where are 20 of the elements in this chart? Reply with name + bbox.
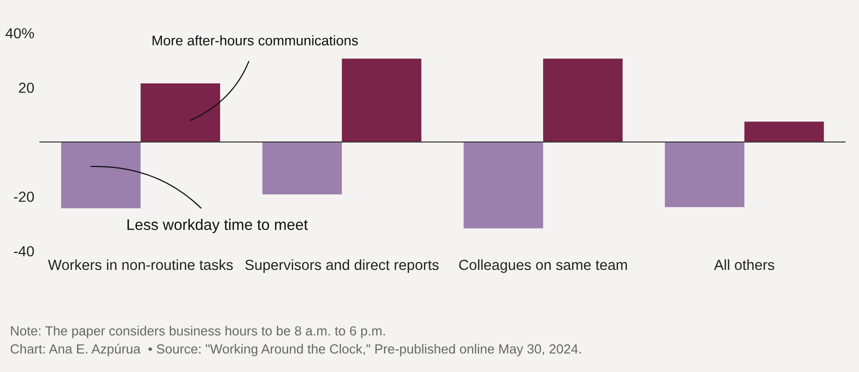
x-tick-label: Workers in non-routine tasks xyxy=(48,259,233,270)
x-tick-label: All others xyxy=(714,259,774,270)
y-tick-label: 20 xyxy=(18,82,34,93)
bar xyxy=(262,142,342,194)
x-tick-label: Colleagues on same team xyxy=(459,259,627,273)
bar xyxy=(342,58,422,142)
y-tick-label: -40 xyxy=(14,246,34,256)
y-tick-label: 40% xyxy=(6,28,34,38)
text: Note: The paper considers business hours to be 8 a.m. to 6 p.m. xyxy=(11,326,385,338)
x-tick-label: Supervisors and direct reports xyxy=(245,259,439,273)
y-tick-label: -20 xyxy=(14,192,34,202)
series-label: More after-hours communications xyxy=(152,35,358,46)
bar xyxy=(61,142,141,208)
bar xyxy=(140,83,220,142)
series-label: Less workday time to meet xyxy=(128,218,308,234)
bar xyxy=(744,122,824,142)
text: Chart: Ana E. Azpúrua • Source: "Working Around the Clock," Pre-published online May 30, 2024. xyxy=(10,344,581,356)
bar xyxy=(543,58,623,142)
bar xyxy=(664,142,744,208)
bar xyxy=(464,142,544,228)
